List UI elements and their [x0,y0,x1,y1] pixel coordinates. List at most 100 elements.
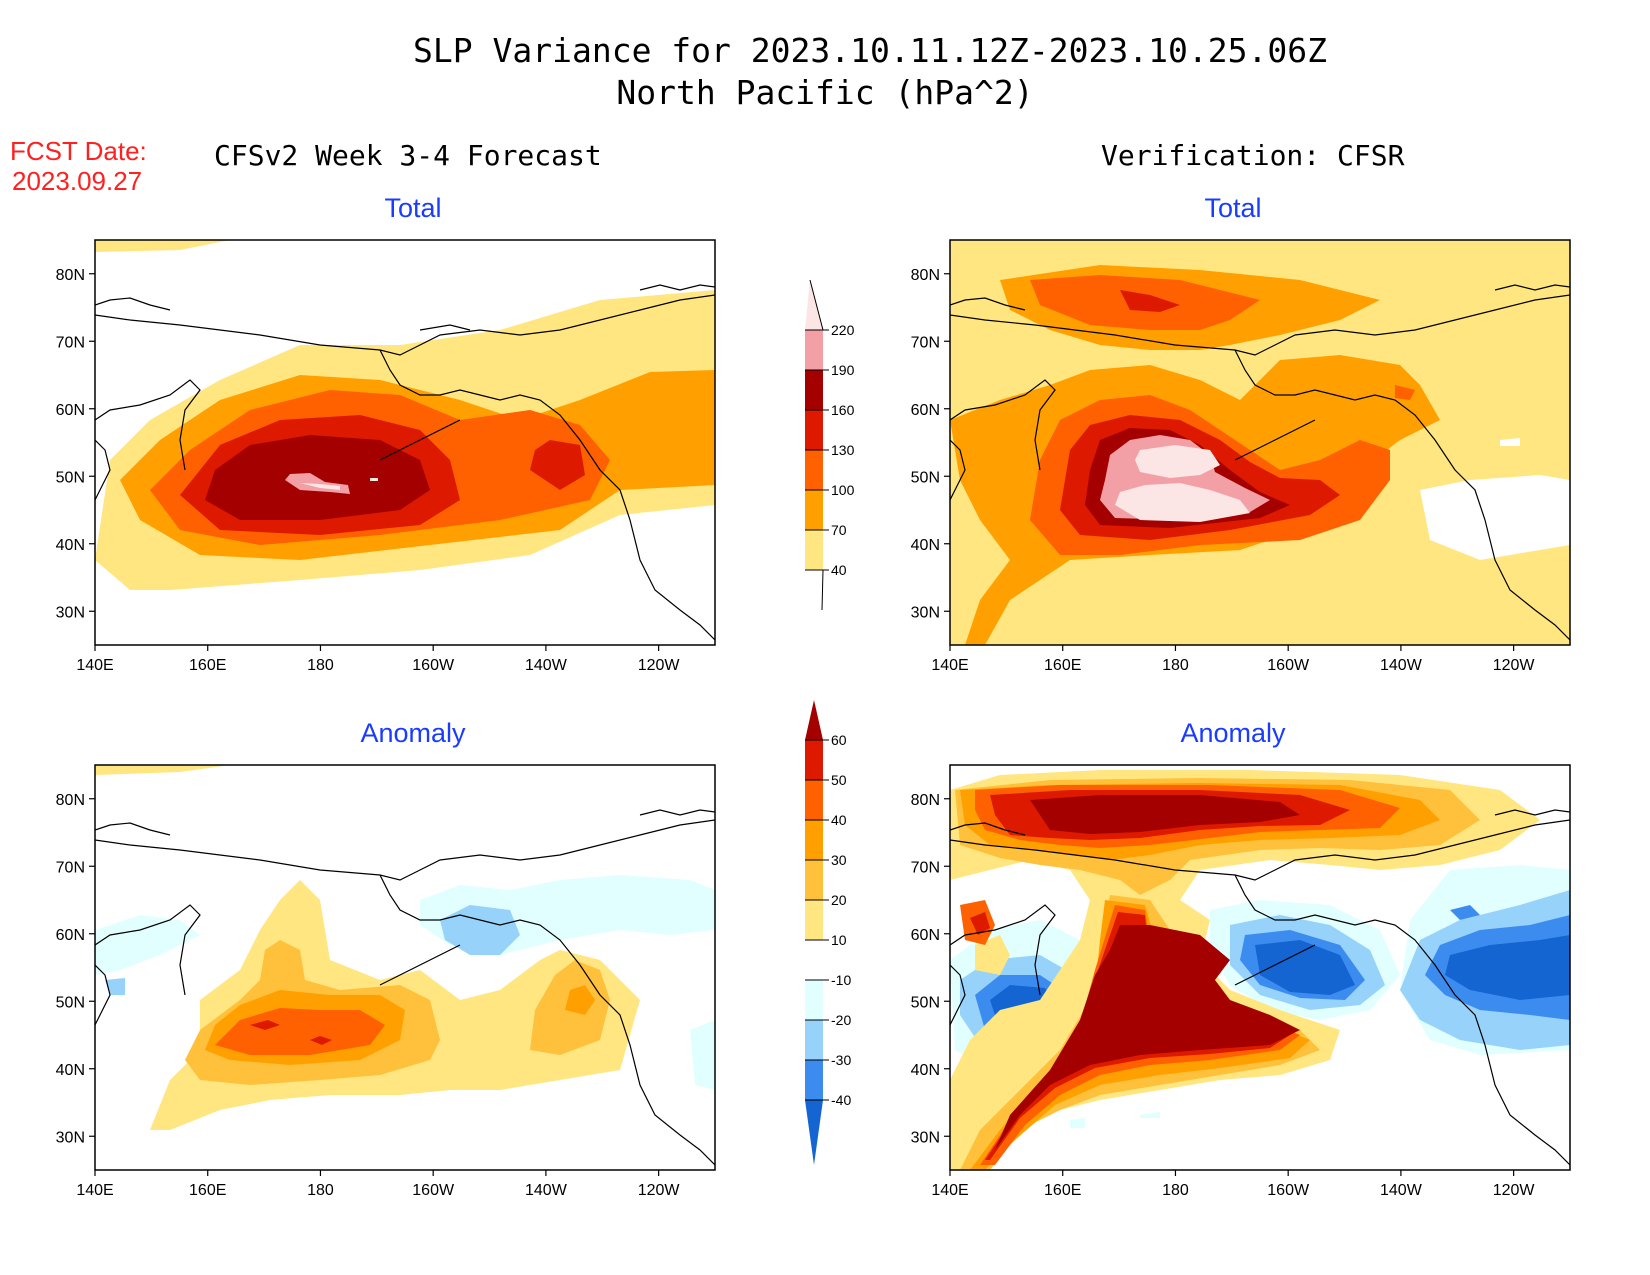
lat-tick-label: 80N [56,267,85,284]
colorbar-anomaly-swatch [805,940,823,980]
colorbar-total-label: 190 [831,362,855,378]
lat-tick-label: 80N [911,792,940,809]
lon-tick-label: 160W [1267,657,1310,674]
lon-tick-label: 180 [1162,657,1189,674]
main-subtitle: North Pacific (hPa^2) [616,73,1033,112]
lon-tick-label: 160W [1267,1182,1310,1199]
colorbar-anomaly-lower-arrow [805,1100,823,1165]
panel-title-forecast-total: Total [384,193,441,223]
fcst-date-label: FCST Date: [10,136,147,166]
colorbar-anomaly-label: 50 [831,772,847,788]
lon-tick-label: 160E [1044,657,1081,674]
colorbar-total-label: 40 [831,562,847,578]
colorbar-anomaly-label: -30 [831,1052,851,1068]
lon-tick-label: 140E [931,1182,968,1199]
colorbar-anomaly-label: 60 [831,732,847,748]
lon-tick-label: 120W [638,657,681,674]
colorbar-total-swatch [805,330,823,370]
map-frame-verification-anomaly [949,764,1571,1171]
colorbar-total-label: 70 [831,522,847,538]
lat-tick-label: 30N [911,604,940,621]
map-panel-forecast-anomaly [94,764,716,1171]
lat-tick-label: 50N [56,469,85,486]
colorbar-anomaly-upper-arrow [805,700,823,740]
lon-tick-label: 140E [931,657,968,674]
fcst-date-value: 2023.09.27 [12,166,142,196]
axes: 140E 160E 180 160W 140W 120W 80N 70N 60N 50N 40N 30… [56,267,1536,1199]
map-panel-forecast-total [94,239,716,646]
lat-tick-label: 60N [56,402,85,419]
lat-tick-label: 40N [911,537,940,554]
lat-tick-label: 40N [911,1062,940,1079]
lat-tick-label: 40N [56,1062,85,1079]
lon-tick-label: 180 [307,1182,334,1199]
map-frame-forecast-total [94,239,716,646]
panel-title-verification-anomaly: Anomaly [1180,718,1286,748]
left-column-title: CFSv2 Week 3-4 Forecast [214,139,602,172]
map-panel-verification-total [949,239,1571,646]
colorbar-anomaly-swatch [805,1060,823,1100]
colorbar-anomaly-swatch [805,980,823,1020]
colorbar-total-swatch [805,490,823,530]
lat-tick-label: 30N [56,1129,85,1146]
lat-tick-label: 70N [56,859,85,876]
lat-tick-label: 50N [56,994,85,1011]
colorbar-anomaly-label: -40 [831,1092,851,1108]
colorbar-anomaly-label: -10 [831,972,851,988]
map-frame-forecast-anomaly [94,764,716,1171]
colorbar-anomaly-swatch [805,860,823,900]
colorbar-total: 40 70 100 130 160 190 220 [805,279,855,611]
coastlines-verification-total [950,284,1570,641]
main-title: SLP Variance for 2023.10.11.12Z-2023.10.… [413,31,1327,70]
colorbar-total-label: 220 [831,322,855,338]
lon-tick-label: 180 [1162,1182,1189,1199]
lon-tick-label: 120W [1493,657,1536,674]
colorbar-anomaly-swatch [805,740,823,780]
colorbar-total-swatch [805,410,823,450]
lon-tick-label: 120W [1493,1182,1536,1199]
lon-tick-label: 160E [1044,1182,1081,1199]
colorbar-anomaly-label: 30 [831,852,847,868]
lat-tick-label: 70N [911,334,940,351]
lon-tick-label: 160W [412,657,455,674]
contour-fill-forecast-anomaly [95,765,715,1170]
colorbar-total-label: 160 [831,402,855,418]
lat-tick-label: 40N [56,537,85,554]
colorbar-anomaly-label: 10 [831,932,847,948]
colorbar-anomaly-swatch [805,1020,823,1060]
colorbar-total-lower-arrow [805,569,824,611]
lat-tick-label: 60N [911,927,940,944]
lon-tick-label: 120W [638,1182,681,1199]
colorbar-total-swatch [805,530,823,570]
panel-title-verification-total: Total [1204,193,1261,223]
colorbar-total-upper-arrow [805,279,824,331]
colorbar-total-label: 130 [831,442,855,458]
lat-tick-label: 50N [911,994,940,1011]
lat-tick-label: 50N [911,469,940,486]
lon-tick-label: 160W [412,1182,455,1199]
lon-tick-label: 140W [525,1182,568,1199]
contour-fill-verification-total [950,240,1570,645]
colorbar-anomaly: -40 -30 -20 -10 10 20 30 40 50 60 [805,700,851,1165]
colorbar-anomaly-label: -20 [831,1012,851,1028]
lon-tick-label: 140W [525,657,568,674]
lat-tick-label: 30N [56,604,85,621]
contour-fill-verification-anomaly [950,765,1570,1170]
lat-tick-label: 60N [56,927,85,944]
colorbar-total-label: 100 [831,482,855,498]
colorbar-anomaly-swatch [805,900,823,940]
panel-title-forecast-anomaly: Anomaly [360,718,466,748]
lat-tick-label: 30N [911,1129,940,1146]
colorbar-anomaly-label: 20 [831,892,847,908]
lon-tick-label: 160E [189,657,226,674]
colorbar-anomaly-swatch [805,780,823,820]
coastlines-forecast-anomaly [95,809,715,1166]
lat-tick-label: 80N [56,792,85,809]
lon-tick-label: 140W [1380,1182,1423,1199]
map-frame-verification-total [949,239,1571,646]
coastlines-verification-anomaly [950,809,1570,1166]
colorbar-total-swatch [805,450,823,490]
colorbar-anomaly-label: 40 [831,812,847,828]
lat-tick-label: 70N [56,334,85,351]
